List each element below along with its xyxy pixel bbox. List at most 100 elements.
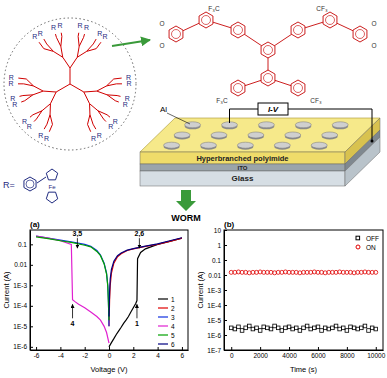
end-group-label: R xyxy=(97,30,102,37)
electrode xyxy=(311,142,327,148)
point xyxy=(284,326,288,330)
point xyxy=(251,327,255,331)
ring xyxy=(353,26,367,42)
electrode xyxy=(211,132,227,138)
electrode xyxy=(237,142,253,148)
meter-label: I-V xyxy=(268,105,279,114)
group-label: O xyxy=(371,20,376,27)
point xyxy=(229,326,233,330)
legend-item: 5 xyxy=(158,332,175,339)
branch xyxy=(87,49,97,52)
point xyxy=(266,326,270,330)
point xyxy=(341,326,345,330)
tick-mark xyxy=(182,347,183,350)
point xyxy=(367,329,371,333)
atom-label: Fe xyxy=(48,184,56,190)
point xyxy=(360,326,364,330)
tick-label: 10000 xyxy=(367,352,385,359)
end-group-label: R xyxy=(91,135,96,142)
tick-label: 0.1 xyxy=(212,257,221,264)
tick-mark xyxy=(224,290,227,291)
branch xyxy=(18,78,26,80)
point xyxy=(240,329,244,333)
tick-label: 1E-4 xyxy=(13,302,27,309)
x-axis-title: Time (s) xyxy=(290,365,318,374)
point xyxy=(338,327,342,331)
tick: 1E-6 xyxy=(207,332,227,339)
branch xyxy=(61,36,62,46)
tick: -4 xyxy=(58,347,64,359)
aromatic-circle xyxy=(294,26,303,35)
tick-mark xyxy=(224,260,227,261)
tick-mark xyxy=(36,347,37,350)
aromatic-circle xyxy=(294,84,303,93)
glass-layer-side xyxy=(345,137,380,186)
aromatic-circle xyxy=(26,180,34,188)
tick-mark xyxy=(224,245,227,246)
tick-label: 0.1 xyxy=(18,241,27,248)
tick: 10000 xyxy=(367,347,385,359)
behavior-label: WORM xyxy=(171,213,201,223)
branch xyxy=(107,84,117,86)
tick: 0 xyxy=(230,347,234,359)
series-line xyxy=(109,238,182,326)
cyclopentadienyl xyxy=(46,192,57,203)
legend-swatch xyxy=(158,334,168,335)
branch xyxy=(47,44,54,51)
axis-x: 0200040006000800010000 xyxy=(225,347,386,359)
branch xyxy=(98,111,104,119)
tick-mark xyxy=(224,335,227,336)
electrode xyxy=(174,132,190,138)
legend-label: OFF xyxy=(366,235,379,242)
ring xyxy=(231,80,245,96)
end-group-label: R= xyxy=(3,180,15,190)
annotation-arrow xyxy=(136,304,137,318)
branch xyxy=(34,119,36,122)
end-group-label: R xyxy=(8,80,13,87)
branch xyxy=(50,115,52,125)
point xyxy=(370,326,374,330)
electrode xyxy=(164,142,180,148)
end-group-label: R xyxy=(84,24,89,31)
electrode xyxy=(322,132,338,138)
tick-label: 0.01 xyxy=(208,272,221,279)
annotation: 4 xyxy=(71,320,75,327)
tick-mark xyxy=(30,244,33,245)
ring xyxy=(231,22,245,38)
polyimide-top xyxy=(140,118,380,152)
tick-label: 1E-3 xyxy=(207,287,221,294)
end-group-label: R xyxy=(77,22,82,29)
point xyxy=(309,327,313,331)
branch xyxy=(70,84,84,92)
tick: 0.1 xyxy=(18,241,33,248)
group-label: CF₃ xyxy=(310,97,322,104)
axis-line xyxy=(30,231,31,351)
electrode xyxy=(258,122,274,128)
legend-label: ON xyxy=(366,244,376,251)
tick: 1E-7 xyxy=(207,347,227,354)
tick-label: 1E-5 xyxy=(13,323,27,330)
legend-label: 1 xyxy=(171,296,175,303)
tick-label: -4 xyxy=(58,352,64,359)
group-label: O xyxy=(159,20,164,27)
tick: 0.01 xyxy=(14,261,33,268)
point xyxy=(247,324,251,328)
point xyxy=(276,326,280,330)
branch xyxy=(90,104,98,111)
tick-label: 1 xyxy=(217,242,221,249)
series-line xyxy=(109,238,182,347)
annotation-arrow xyxy=(72,304,73,318)
tick-label: 2 xyxy=(132,352,136,359)
point xyxy=(255,326,259,330)
dendrimer-boundary xyxy=(4,18,136,150)
point xyxy=(363,324,367,328)
branch xyxy=(70,68,71,84)
point xyxy=(233,327,237,331)
point xyxy=(313,326,317,330)
tick: 4000 xyxy=(282,347,297,359)
branch xyxy=(115,101,119,102)
plot-area xyxy=(229,270,378,332)
annotation-arrow xyxy=(139,238,140,248)
legend-swatch xyxy=(356,236,360,240)
point xyxy=(334,324,338,328)
